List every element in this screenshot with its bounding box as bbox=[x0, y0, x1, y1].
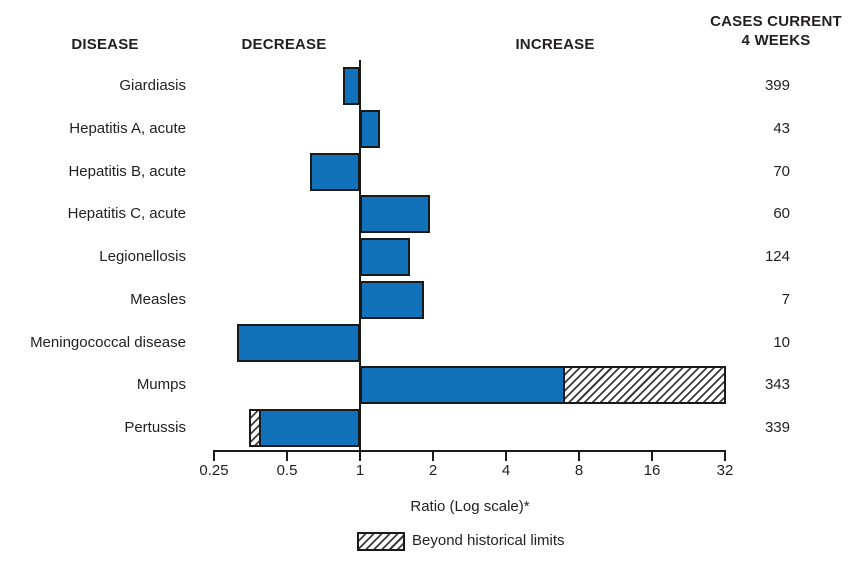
disease-label: Legionellosis bbox=[99, 248, 186, 265]
disease-label: Giardiasis bbox=[119, 77, 186, 94]
ratio-1-baseline bbox=[359, 60, 361, 452]
axis-tick-label: 8 bbox=[574, 462, 584, 479]
disease-label: Pertussis bbox=[124, 419, 186, 436]
legend-hatch-swatch bbox=[357, 532, 405, 551]
axis-tick-label: 32 bbox=[716, 462, 734, 479]
axis-tick bbox=[724, 450, 726, 461]
bar-segment-blue bbox=[342, 67, 360, 105]
disease-label: Meningococcal disease bbox=[30, 334, 186, 351]
bar-segment-blue bbox=[360, 195, 431, 233]
axis-tick-label: 16 bbox=[643, 462, 661, 479]
cases-value: 70 bbox=[773, 163, 790, 180]
axis-tick bbox=[286, 450, 288, 461]
bar-segment-blue bbox=[360, 110, 381, 148]
disease-label: Mumps bbox=[136, 376, 186, 393]
bar-segment-blue bbox=[360, 281, 424, 319]
column-header-increase: INCREASE bbox=[515, 36, 595, 53]
bar-segment-blue bbox=[309, 153, 360, 191]
disease-label: Hepatitis C, acute bbox=[67, 205, 186, 222]
axis-tick bbox=[505, 450, 507, 461]
cases-value: 124 bbox=[764, 248, 790, 265]
axis-tick bbox=[432, 450, 434, 461]
axis-tick-label: 2 bbox=[428, 462, 438, 479]
cases-value: 10 bbox=[773, 334, 790, 351]
cases-value: 7 bbox=[781, 291, 790, 308]
axis-tick-label: 4 bbox=[501, 462, 511, 479]
axis-tick bbox=[651, 450, 653, 461]
axis-tick bbox=[359, 450, 361, 461]
x-axis-title: Ratio (Log scale)* bbox=[410, 498, 530, 515]
cases-value: 399 bbox=[764, 77, 790, 94]
x-axis-line bbox=[214, 450, 725, 452]
bar-segment-blue bbox=[360, 238, 410, 276]
bar-segment-blue bbox=[236, 324, 360, 362]
cases-header-line1: CASES CURRENT bbox=[710, 13, 842, 30]
cases-value: 339 bbox=[764, 419, 790, 436]
cases-value: 60 bbox=[773, 205, 790, 222]
axis-tick-label: 0.25 bbox=[199, 462, 229, 479]
column-header-decrease: DECREASE bbox=[241, 36, 327, 53]
cases-value: 343 bbox=[764, 376, 790, 393]
legend-label: Beyond historical limits bbox=[412, 532, 565, 549]
axis-tick bbox=[213, 450, 215, 461]
axis-tick-label: 1 bbox=[355, 462, 365, 479]
column-header-cases-current-4-weeks: CASES CURRENT 4 WEEKS bbox=[686, 12, 864, 50]
cases-header-line2: 4 WEEKS bbox=[741, 32, 811, 49]
disease-label: Measles bbox=[130, 291, 186, 308]
axis-tick bbox=[578, 450, 580, 461]
bar-segment-hatch bbox=[249, 409, 261, 447]
column-header-disease: DISEASE bbox=[71, 36, 139, 53]
disease-label: Hepatitis A, acute bbox=[69, 120, 186, 137]
disease-label: Hepatitis B, acute bbox=[68, 163, 186, 180]
bar-segment-blue bbox=[260, 409, 360, 447]
bar-segment-blue bbox=[360, 366, 565, 404]
bar-segment-hatch bbox=[564, 366, 726, 404]
cases-value: 43 bbox=[773, 120, 790, 137]
axis-tick-label: 0.5 bbox=[276, 462, 298, 479]
